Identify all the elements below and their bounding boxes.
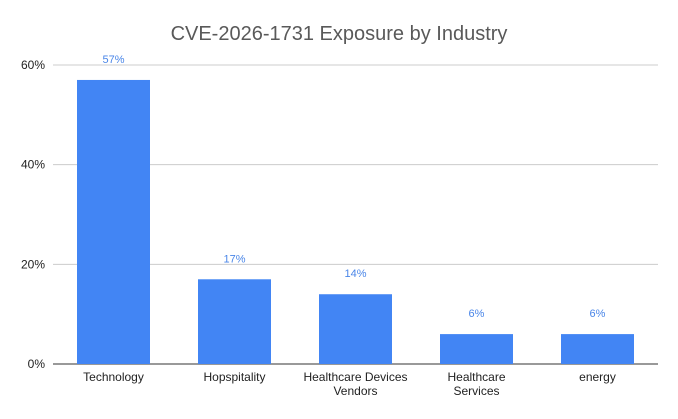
chart-title: CVE-2026-1731 Exposure by Industry	[171, 23, 508, 45]
x-tick-label-line: Healthcare Devices	[303, 370, 407, 384]
bar	[561, 334, 634, 364]
x-tick-label-line: Vendors	[333, 384, 377, 398]
data-label: 17%	[223, 253, 245, 265]
x-tick-label-line: Healthcare	[447, 370, 505, 384]
x-tick-label-line: energy	[579, 370, 616, 384]
x-tick-label: Hopspitality	[203, 370, 265, 384]
bar	[319, 294, 392, 364]
data-label: 6%	[590, 308, 606, 320]
x-tick-label: energy	[579, 370, 616, 384]
x-tick-label: Technology	[83, 370, 144, 384]
y-tick-label: 0%	[28, 357, 46, 371]
x-tick-label-line: Technology	[83, 370, 144, 384]
bars	[77, 79, 634, 364]
x-tick-label-line: Services	[453, 384, 499, 398]
data-label: 14%	[344, 268, 366, 280]
bar	[77, 79, 150, 364]
bar	[198, 279, 271, 364]
x-axis-ticks: Technology Hopspitality Healthcare Devices…	[83, 370, 616, 398]
x-tick-label-line: Hopspitality	[203, 370, 265, 384]
y-tick-label: 60%	[21, 58, 45, 72]
data-labels: 57% 17% 14% 6% 6%	[102, 54, 605, 320]
bar	[440, 334, 513, 364]
data-label: 6%	[469, 308, 485, 320]
y-axis-ticks: 0% 20% 40% 60%	[21, 58, 45, 371]
data-label: 57%	[102, 54, 124, 66]
x-tick-label: Healthcare Devices Vendors	[303, 370, 407, 398]
y-tick-label: 40%	[21, 158, 45, 172]
y-tick-label: 20%	[21, 257, 45, 271]
x-tick-label: Healthcare Services	[447, 370, 505, 398]
